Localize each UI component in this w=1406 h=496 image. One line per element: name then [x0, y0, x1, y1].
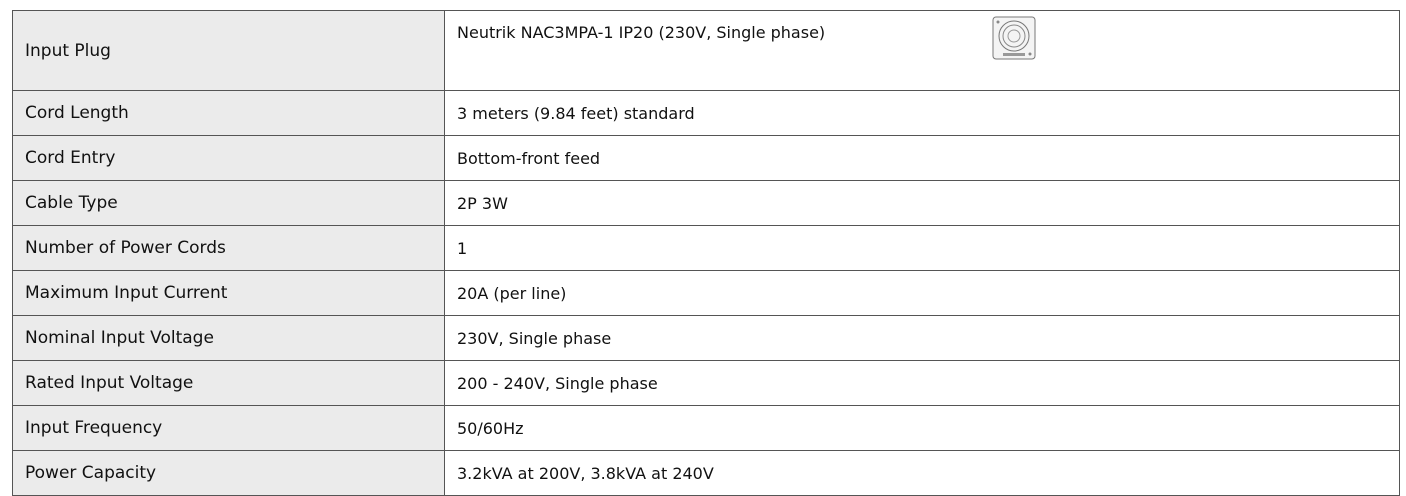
cell-text: Rated Input Voltage — [25, 373, 193, 393]
table-row: Nominal Input Voltage 230V, Single phase — [13, 316, 1400, 361]
row-label: Input Frequency — [13, 406, 445, 451]
row-label: Cable Type — [13, 181, 445, 226]
cell-text: 2P 3W — [457, 194, 508, 213]
cell-text: 230V, Single phase — [457, 329, 611, 348]
row-value: 200 - 240V, Single phase — [445, 361, 1400, 406]
table-row: Power Capacity 3.2kVA at 200V, 3.8kVA at … — [13, 451, 1400, 496]
table-row: Rated Input Voltage 200 - 240V, Single ph… — [13, 361, 1400, 406]
cell-text: Maximum Input Current — [25, 283, 227, 303]
table-row: Number of Power Cords 1 — [13, 226, 1400, 271]
row-label: Rated Input Voltage — [13, 361, 445, 406]
plug-image — [991, 15, 1037, 61]
cell-text: Input Plug — [25, 41, 111, 61]
cell-text: Number of Power Cords — [25, 238, 226, 258]
cell-text: 1 — [457, 239, 467, 258]
cell-text: 200 - 240V, Single phase — [457, 374, 658, 393]
row-label: Cord Length — [13, 91, 445, 136]
row-label: Cord Entry — [13, 136, 445, 181]
row-label: Number of Power Cords — [13, 226, 445, 271]
row-value: 3 meters (9.84 feet) standard — [445, 91, 1400, 136]
row-value: 230V, Single phase — [445, 316, 1400, 361]
row-label: Input Plug — [13, 11, 445, 91]
cell-text: 3.2kVA at 200V, 3.8kVA at 240V — [457, 464, 714, 483]
cell-text: 50/60Hz — [457, 419, 524, 438]
cell-text: Input Frequency — [25, 418, 162, 438]
cell-text: Nominal Input Voltage — [25, 328, 214, 348]
cell-text: Bottom-front feed — [457, 149, 600, 168]
cell-text: Cord Length — [25, 103, 129, 123]
row-value: 3.2kVA at 200V, 3.8kVA at 240V — [445, 451, 1400, 496]
cell-text: Cord Entry — [25, 148, 115, 168]
table-row: Cable Type 2P 3W — [13, 181, 1400, 226]
row-value: 50/60Hz — [445, 406, 1400, 451]
table-row: Maximum Input Current 20A (per line) — [13, 271, 1400, 316]
table-row: Cord Entry Bottom-front feed — [13, 136, 1400, 181]
row-value: 1 — [445, 226, 1400, 271]
cell-text: Cable Type — [25, 193, 118, 213]
table-row: Input Plug Neutrik NAC3MPA-1 IP20 (230V, … — [13, 11, 1400, 91]
cell-text: Neutrik NAC3MPA-1 IP20 (230V, Single pha… — [457, 23, 825, 42]
row-label: Maximum Input Current — [13, 271, 445, 316]
spec-table: Input Plug Neutrik NAC3MPA-1 IP20 (230V, … — [12, 10, 1400, 496]
row-label: Power Capacity — [13, 451, 445, 496]
page: {"table": {"rows": [ ["Input Plug", "Neu… — [0, 0, 1406, 485]
cell-text: Power Capacity — [25, 463, 156, 483]
cell-text: 3 meters (9.84 feet) standard — [457, 104, 695, 123]
cell-text: 20A (per line) — [457, 284, 566, 303]
row-value: Bottom-front feed — [445, 136, 1400, 181]
row-value: Neutrik NAC3MPA-1 IP20 (230V, Single pha… — [445, 11, 1400, 91]
table-row: Cord Length 3 meters (9.84 feet) standard — [13, 91, 1400, 136]
row-value: 2P 3W — [445, 181, 1400, 226]
row-value: 20A (per line) — [445, 271, 1400, 316]
row-label: Nominal Input Voltage — [13, 316, 445, 361]
table-row: Input Frequency 50/60Hz — [13, 406, 1400, 451]
